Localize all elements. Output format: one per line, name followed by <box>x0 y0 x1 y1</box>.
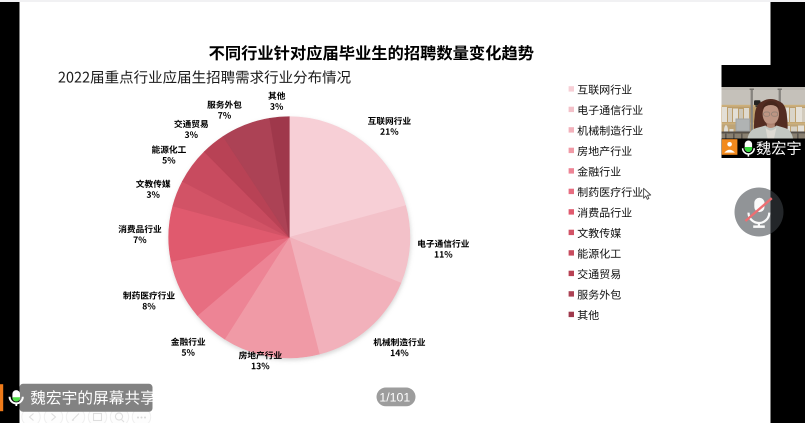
svg-text:1/101: 1/101 <box>379 390 410 404</box>
